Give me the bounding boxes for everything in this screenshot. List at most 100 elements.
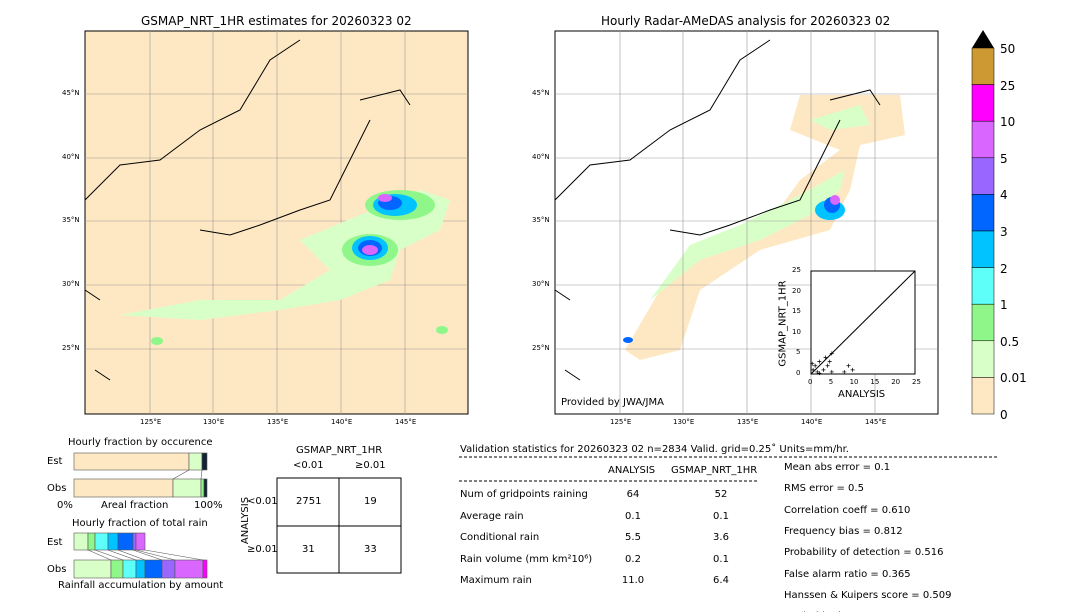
scatter-point [846, 363, 851, 368]
colorbar-segment [971, 157, 995, 195]
stats-col-gsmap: GSMAP_NRT_1HR [671, 465, 758, 476]
scatter-y-tick: 15 [792, 307, 801, 316]
colorbar-segment [971, 194, 995, 232]
lat-tick-label: 25°N [62, 344, 80, 352]
ct-cell: 2751 [296, 496, 322, 507]
lat-tick-label: 40°N [62, 153, 80, 161]
lon-tick-label: 135°E [737, 418, 759, 426]
ct-row-1: ≥0.01 [247, 544, 278, 555]
rain-bar-segment [122, 559, 137, 579]
rain-xlabel: Rainfall accumulation by amount [58, 580, 224, 591]
scatter-point [829, 369, 834, 374]
colorbar-segment [971, 47, 995, 85]
stats-row-label: Rain volume (mm km²10⁶) [460, 553, 593, 565]
lat-tick-label: 40°N [532, 153, 550, 161]
colorbar-label: 1 [1000, 298, 1008, 313]
credit-text: Provided by JWA/JMA [561, 397, 664, 408]
occurrence-title: Hourly fraction by occurence [68, 437, 213, 448]
scatter-x-tick: 0 [808, 378, 813, 386]
rain-bar-segment [174, 559, 204, 579]
stats-row-analysis: 5.5 [625, 532, 641, 543]
lon-tick-label: 145°E [395, 418, 417, 426]
lon-tick-label: 130°E [203, 418, 225, 426]
rain-bar-segment [73, 532, 89, 551]
stats-row-label: Conditional rain [460, 532, 540, 543]
stats-row-gsmap: 0.1 [713, 510, 729, 522]
scatter-ylabel: GSMAP_NRT_1HR [777, 280, 789, 367]
rain-bar-segment [107, 532, 119, 551]
colorbar-label: 25 [1000, 78, 1016, 93]
scatter-x-tick: 10 [849, 378, 859, 386]
lat-tick-label: 30°N [532, 280, 550, 288]
scatter-y-tick: 10 [792, 327, 801, 336]
left-gridlines [85, 31, 468, 414]
scatter-y-tick: 25 [792, 266, 801, 274]
stats-score: RMS error = 0.5 [784, 483, 864, 495]
rain-bar-segment [161, 559, 176, 579]
lat-tick-label: 35°N [62, 216, 80, 224]
stats-row-label: Average rain [460, 510, 524, 522]
scatter-xlabel: ANALYSIS [838, 389, 886, 400]
stats-row-gsmap: 52 [714, 489, 728, 500]
scatter-x-tick: 5 [828, 378, 834, 386]
scatter-point [827, 359, 832, 364]
stats-row-analysis: 11.0 [621, 575, 645, 586]
right-map-title: Hourly Radar-AMeDAS analysis for 2026032… [601, 14, 891, 28]
colorbar-segment [971, 84, 995, 122]
stats-row-analysis: 64 [626, 489, 640, 500]
scatter-y-tick: 5 [796, 348, 801, 357]
scatter-x-tick: 25 [912, 378, 921, 386]
scatter-point [823, 355, 828, 360]
stats-row-analysis: 0.2 [625, 553, 641, 565]
colorbar-label: 0.5 [1000, 334, 1020, 349]
contingency-title: GSMAP_NRT_1HR [296, 445, 383, 456]
rain-bar-segment [110, 559, 124, 579]
colorbar-segment [971, 267, 995, 305]
rain-title: Hourly fraction of total rain [72, 518, 208, 529]
stats-header: Validation statistics for 20260323 02 n=… [460, 444, 849, 455]
ct-row-0: <0.01 [247, 496, 278, 507]
colorbar-segment [971, 303, 995, 342]
rain-bar-segment [202, 559, 208, 579]
scatter-point [817, 359, 822, 364]
colorbar-label: 2 [1000, 261, 1008, 276]
rain-bar-segment [87, 532, 96, 551]
stats-row-label: Maximum rain [460, 575, 532, 586]
stats-score: Probability of detection = 0.516 [784, 547, 944, 559]
stats-col-analysis: ANALYSIS [608, 465, 656, 476]
lat-tick-label: 45°N [532, 89, 550, 97]
rain-bar-segment [117, 532, 134, 551]
stats-score: Correlation coeff = 0.610 [784, 504, 911, 516]
left-map [84, 30, 469, 415]
stats-row-gsmap: 6.4 [713, 575, 729, 586]
lon-tick-label: 125°E [140, 418, 162, 426]
occ-row-obs: Obs [47, 483, 67, 494]
rain-row-obs: Obs [47, 564, 67, 575]
scatter-point [815, 369, 820, 374]
scatter-point [811, 367, 816, 372]
colorbar-label: 10 [1000, 115, 1016, 130]
colorbar-label: 4 [1000, 188, 1008, 203]
scatter-x-tick: 20 [891, 378, 901, 386]
lon-tick-label: 140°E [331, 418, 353, 426]
colorbar-label: 0 [1000, 408, 1008, 422]
colorbar-extend-arrow [972, 30, 994, 48]
rain-bar-segment [73, 559, 112, 579]
scatter-point [821, 367, 826, 372]
occ-row-est: Est [47, 456, 63, 467]
occ-x1: 100% [194, 500, 223, 511]
stats-row-analysis: 0.1 [625, 510, 641, 522]
occ-xlabel: Areal fraction [101, 500, 169, 511]
stats-score: False alarm ratio = 0.365 [784, 568, 911, 580]
colorbar-segment [971, 230, 995, 268]
scatter-point [829, 351, 834, 356]
stats-row-gsmap: 0.1 [713, 553, 729, 565]
stats-score: Mean abs error = 0.1 [784, 462, 891, 473]
lat-tick-label: 30°N [62, 280, 80, 288]
colorbar-label: 3 [1000, 225, 1008, 239]
stats-row-label: Num of gridpoints raining [460, 489, 588, 500]
scatter-point [813, 363, 818, 368]
ct-col-1: ≥0.01 [355, 460, 386, 471]
